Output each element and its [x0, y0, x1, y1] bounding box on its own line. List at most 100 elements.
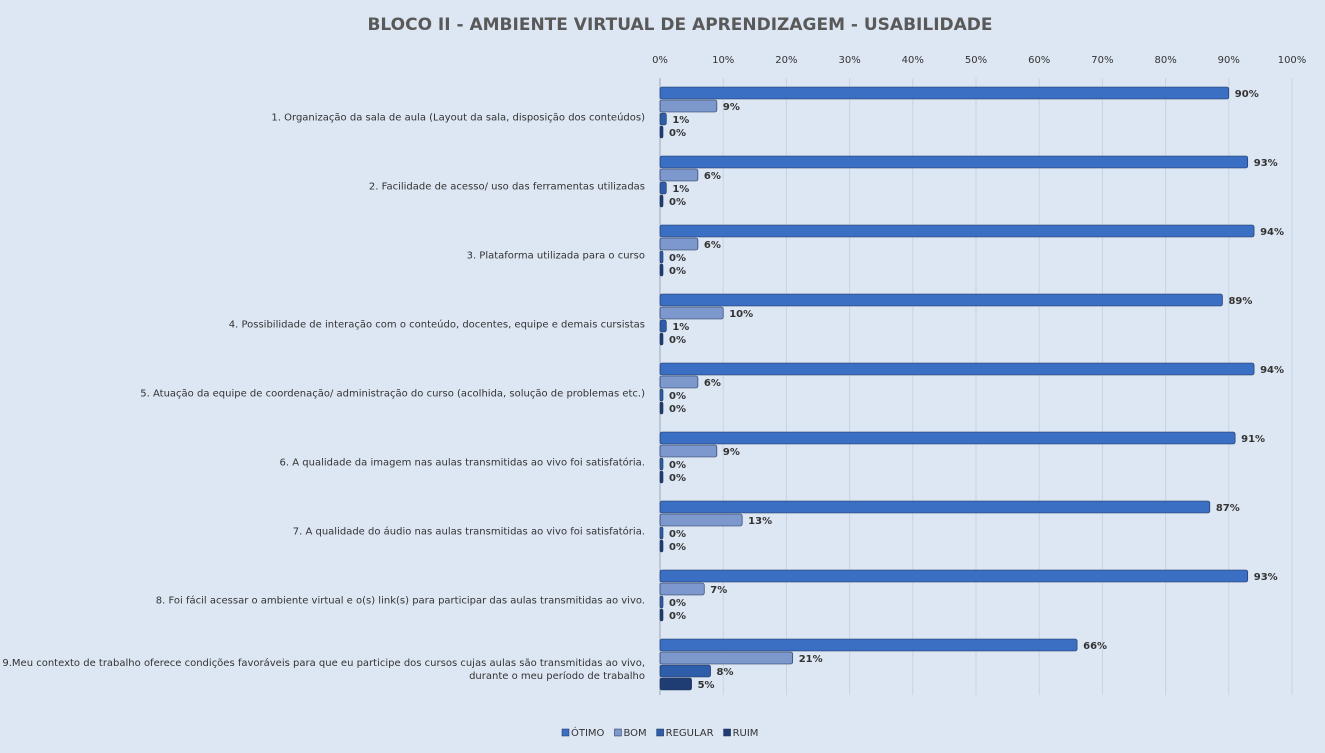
data-label: 1% — [672, 184, 689, 195]
bar — [659, 582, 705, 596]
data-label: 1% — [672, 322, 689, 333]
data-label: 0% — [669, 460, 686, 471]
legend-label: REGULAR — [666, 728, 714, 739]
data-label: 9% — [723, 447, 740, 458]
bar — [659, 224, 1255, 238]
data-label: 90% — [1235, 89, 1259, 100]
bar — [659, 608, 664, 622]
data-label: 91% — [1241, 434, 1265, 445]
bar — [659, 125, 664, 139]
category-label: 7. A qualidade do áudio nas aulas transm… — [292, 526, 645, 538]
data-label: 21% — [799, 654, 823, 665]
bar — [659, 457, 664, 471]
bar — [659, 638, 1078, 652]
bar — [659, 362, 1255, 376]
x-tick-label: 0% — [652, 55, 668, 66]
bar — [659, 155, 1249, 169]
legend-label: ÓTIMO — [571, 726, 605, 739]
data-label: 6% — [704, 240, 721, 251]
data-label: 94% — [1260, 365, 1284, 376]
data-label: 8% — [717, 667, 734, 678]
bar — [659, 526, 664, 540]
data-label: 10% — [729, 309, 753, 320]
category-label: 8. Foi fácil acessar o ambiente virtual … — [155, 595, 645, 607]
data-label: 6% — [704, 378, 721, 389]
data-label: 0% — [669, 611, 686, 622]
x-tick-label: 80% — [1154, 55, 1176, 66]
category-label: 6. A qualidade da imagem nas aulas trans… — [279, 457, 645, 469]
legend-label: BOM — [623, 728, 646, 739]
bar — [659, 168, 699, 182]
bar — [659, 500, 1211, 514]
bar — [659, 237, 699, 251]
data-label: 0% — [669, 335, 686, 346]
data-label: 7% — [710, 585, 727, 596]
data-label: 93% — [1254, 158, 1278, 169]
bar — [659, 194, 664, 208]
category-label: 5. Atuação da equipe de coordenação/ adm… — [140, 388, 645, 400]
bar — [659, 250, 664, 264]
bar — [659, 293, 1223, 307]
category-label: 4. Possibilidade de interação com o cont… — [228, 319, 645, 331]
bar — [659, 375, 699, 389]
bar — [659, 99, 718, 113]
bar — [659, 444, 718, 458]
data-label: 0% — [669, 391, 686, 402]
chart-title: BLOCO II - AMBIENTE VIRTUAL DE APRENDIZA… — [367, 15, 992, 35]
category-label: 1. Organização da sala de aula (Layout d… — [271, 112, 645, 124]
x-tick-label: 10% — [712, 55, 734, 66]
bar — [659, 569, 1249, 583]
data-label: 0% — [669, 404, 686, 415]
bar — [659, 306, 724, 320]
data-label: 94% — [1260, 227, 1284, 238]
bar — [659, 86, 1230, 100]
data-label: 0% — [669, 128, 686, 139]
bar — [659, 401, 664, 415]
x-tick-label: 20% — [775, 55, 797, 66]
legend-swatch — [561, 728, 570, 737]
bar — [659, 677, 692, 691]
x-tick-label: 100% — [1278, 55, 1307, 66]
data-label: 1% — [672, 115, 689, 126]
data-label: 89% — [1228, 296, 1252, 307]
data-label: 66% — [1083, 641, 1107, 652]
bar — [659, 513, 743, 527]
data-label: 93% — [1254, 572, 1278, 583]
legend-label: RUIM — [733, 728, 759, 739]
data-label: 6% — [704, 171, 721, 182]
x-tick-label: 70% — [1091, 55, 1113, 66]
data-label: 13% — [748, 516, 772, 527]
x-tick-label: 60% — [1028, 55, 1050, 66]
data-label: 0% — [669, 197, 686, 208]
bar — [659, 651, 794, 665]
category-label: 3. Plataforma utilizada para o curso — [466, 250, 645, 262]
bar — [659, 664, 711, 678]
legend-swatch — [723, 728, 731, 737]
category-label: 2. Facilidade de acesso/ uso das ferrame… — [368, 181, 645, 193]
bar — [659, 332, 664, 346]
bar — [659, 181, 667, 195]
data-label: 0% — [669, 266, 686, 277]
bar — [659, 539, 664, 553]
bar — [659, 319, 667, 333]
legend-swatch — [656, 728, 664, 737]
x-tick-label: 30% — [838, 55, 860, 66]
x-tick-label: 50% — [965, 55, 987, 66]
bar — [659, 595, 664, 609]
data-label: 0% — [669, 529, 686, 540]
category-label: 9.Meu contexto de trabalho oferece condi… — [2, 658, 645, 682]
data-label: 0% — [669, 253, 686, 264]
data-label: 5% — [698, 680, 715, 691]
data-label: 0% — [669, 473, 686, 484]
data-label: 9% — [723, 102, 740, 113]
legend-swatch — [614, 728, 622, 737]
data-label: 0% — [669, 542, 686, 553]
x-tick-label: 40% — [902, 55, 924, 66]
x-tick-label: 90% — [1218, 55, 1240, 66]
bar — [659, 112, 667, 126]
bar — [659, 263, 664, 277]
data-label: 87% — [1216, 503, 1240, 514]
bar — [659, 431, 1236, 445]
